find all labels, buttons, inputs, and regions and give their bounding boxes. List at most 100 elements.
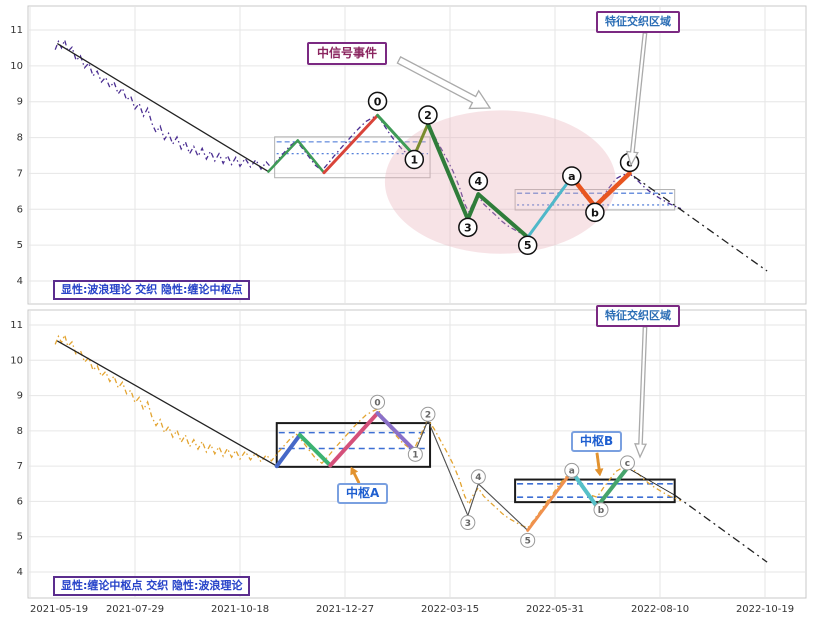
x-tick-label: 2021-05-19 <box>30 604 88 615</box>
wave-point-marker: b <box>593 502 609 518</box>
y-tick-label: 11 <box>10 25 23 36</box>
y-tick-label: 9 <box>17 391 23 402</box>
y-tick-label: 8 <box>17 426 23 437</box>
y-tick-label: 7 <box>17 461 23 472</box>
pivot-b-label: 中枢B <box>571 431 623 452</box>
wave-point-label: 3 <box>465 519 471 529</box>
wave-point-marker: 3 <box>460 515 476 531</box>
wave-point-marker: 1 <box>407 446 423 462</box>
wave-point-label: a <box>569 467 575 477</box>
wave-point-marker: 5 <box>520 532 536 548</box>
y-tick-label: 4 <box>17 276 23 287</box>
wave-point-circle <box>404 149 425 170</box>
wave-segment <box>414 419 429 452</box>
wave-point-circle <box>367 91 388 112</box>
wave-segment <box>526 469 574 532</box>
panel-explicit-elliott: 11 10 9 8 7 6 5 4 0 1 2 3 4 5 a b c <box>10 5 807 305</box>
wave-point-label: 4 <box>475 473 481 483</box>
wave-point-circle <box>468 171 489 191</box>
wave-point-marker: 4 <box>468 171 489 191</box>
wave-point-label: b <box>591 206 599 219</box>
wave-point-label: 3 <box>464 221 472 234</box>
wave-point-label: c <box>626 156 633 169</box>
wave-point-marker: b <box>585 202 605 223</box>
wave-segment <box>328 411 380 468</box>
wave-point-circle <box>370 394 386 410</box>
wave-segment <box>569 469 599 509</box>
wave-point-circle <box>593 502 609 518</box>
wave-point-circle <box>458 217 478 238</box>
feature-region-label-bottom: 特征交织区域 <box>596 305 680 327</box>
x-tick-label: 2022-10-19 <box>736 604 794 615</box>
wave-segment <box>595 465 630 509</box>
wave-point-marker: 1 <box>404 149 425 170</box>
x-tick-label: 2021-12-27 <box>316 604 374 615</box>
wave-point-circle <box>585 202 605 223</box>
wave-point-label: 0 <box>374 95 382 108</box>
x-tick-label: 2022-08-10 <box>631 604 689 615</box>
wave-point-label: 2 <box>424 109 432 122</box>
y-tick-label: 9 <box>17 97 23 108</box>
wave-point-circle <box>418 105 438 125</box>
price-line <box>54 37 682 237</box>
y-tick-label: 6 <box>17 204 23 215</box>
wave-point-marker: a <box>562 166 582 186</box>
wave-segment <box>297 433 333 468</box>
wave-point-marker: 0 <box>367 91 388 112</box>
pivot-box <box>274 136 431 179</box>
wave-segment <box>274 433 302 469</box>
y-tick-label: 11 <box>10 320 23 331</box>
y-tick-label: 10 <box>10 61 23 72</box>
wave-segment <box>476 192 530 240</box>
feature-region-arrow-bottom <box>634 326 648 459</box>
pivot-a-arrow <box>350 466 361 484</box>
feature-region-arrow-top <box>625 32 648 167</box>
wave-point-label: b <box>598 506 605 516</box>
wave-point-marker: 5 <box>517 235 538 256</box>
x-tick-label: 2022-05-31 <box>526 604 584 615</box>
wave-point-circle <box>460 515 476 531</box>
wave-segment <box>267 139 299 173</box>
wave-point-marker: 2 <box>420 406 436 422</box>
wave-point-label: 1 <box>410 153 418 166</box>
pivot-b-arrow <box>594 452 604 477</box>
wave-point-circle <box>517 235 538 256</box>
pivot-a-label: 中枢A <box>337 483 389 504</box>
wave-point-circle <box>470 469 486 485</box>
status-label-top-panel: 显性:波浪理论 交织 隐性:缠论中枢点 <box>53 280 251 300</box>
feature-region-label-top: 特征交织区域 <box>596 11 680 33</box>
y-tick-label: 4 <box>17 567 23 578</box>
wave-point-label: c <box>625 459 630 469</box>
wave-point-marker: 4 <box>470 469 486 485</box>
wave-point-circle <box>420 406 436 422</box>
wave-segment <box>477 483 529 531</box>
wave-segment <box>467 483 479 517</box>
wave-point-marker: a <box>564 462 580 478</box>
status-label-bottom-panel: 显性:缠论中枢点 交织 隐性:波浪理论 <box>53 576 251 596</box>
wave-segment <box>465 192 481 222</box>
wave-point-circle <box>619 455 635 471</box>
wave-point-circle <box>520 532 536 548</box>
wave-segment <box>375 411 418 454</box>
y-tick-label: 8 <box>17 133 23 144</box>
wave-point-label: 2 <box>425 411 431 421</box>
y-tick-label: 10 <box>10 355 23 366</box>
wave-segment <box>427 419 469 517</box>
wave-point-label: 5 <box>524 239 532 252</box>
wave-segment <box>376 113 416 157</box>
y-tick-label: 6 <box>17 496 23 507</box>
trend-line <box>674 494 768 563</box>
wave-point-label: 1 <box>412 451 418 461</box>
trend-line <box>56 43 269 173</box>
x-tick-label: 2021-07-29 <box>106 604 164 615</box>
y-tick-label: 5 <box>17 532 23 543</box>
signal-event-label: 中信号事件 <box>307 42 388 65</box>
trend-line <box>56 340 278 467</box>
wave-point-circle <box>564 462 580 478</box>
wave-segment <box>425 121 470 222</box>
wave-segment <box>592 171 632 209</box>
panel-explicit-chan: 11 10 9 8 7 6 5 4 0 1 2 3 4 5 a b c <box>10 309 807 599</box>
wave-segment <box>322 113 380 175</box>
wave-point-label: 5 <box>525 537 531 547</box>
